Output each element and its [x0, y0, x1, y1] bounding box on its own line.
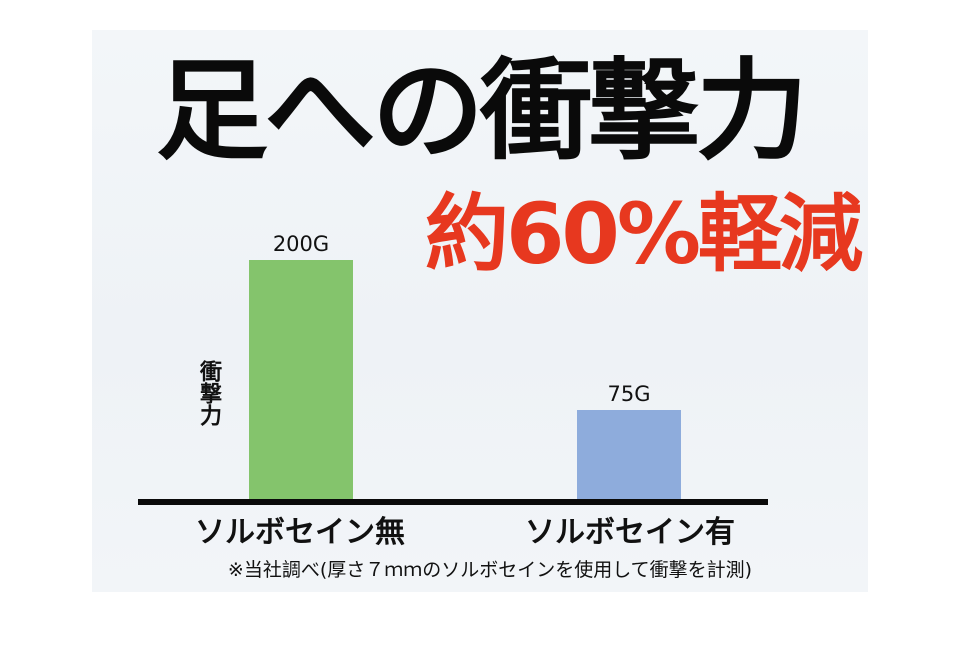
bar-value-label-1: 200G: [273, 232, 329, 256]
y-axis-label: 衝撃力: [196, 360, 221, 426]
bar-value-label-2: 75G: [608, 382, 651, 406]
bar-1: [249, 260, 353, 500]
chart-panel: [92, 30, 868, 592]
category-label-without: ソルボセイン無: [195, 515, 405, 550]
footnote: ※当社調べ(厚さ７ｍｍのソルボセインを使用して衝撃を計測): [227, 559, 753, 581]
subheadline: 約60%軽減: [424, 185, 863, 283]
category-label-with: ソルボセイン有: [525, 515, 735, 550]
headline: 足への衝撃力: [156, 48, 808, 176]
bar-2: [577, 410, 681, 500]
